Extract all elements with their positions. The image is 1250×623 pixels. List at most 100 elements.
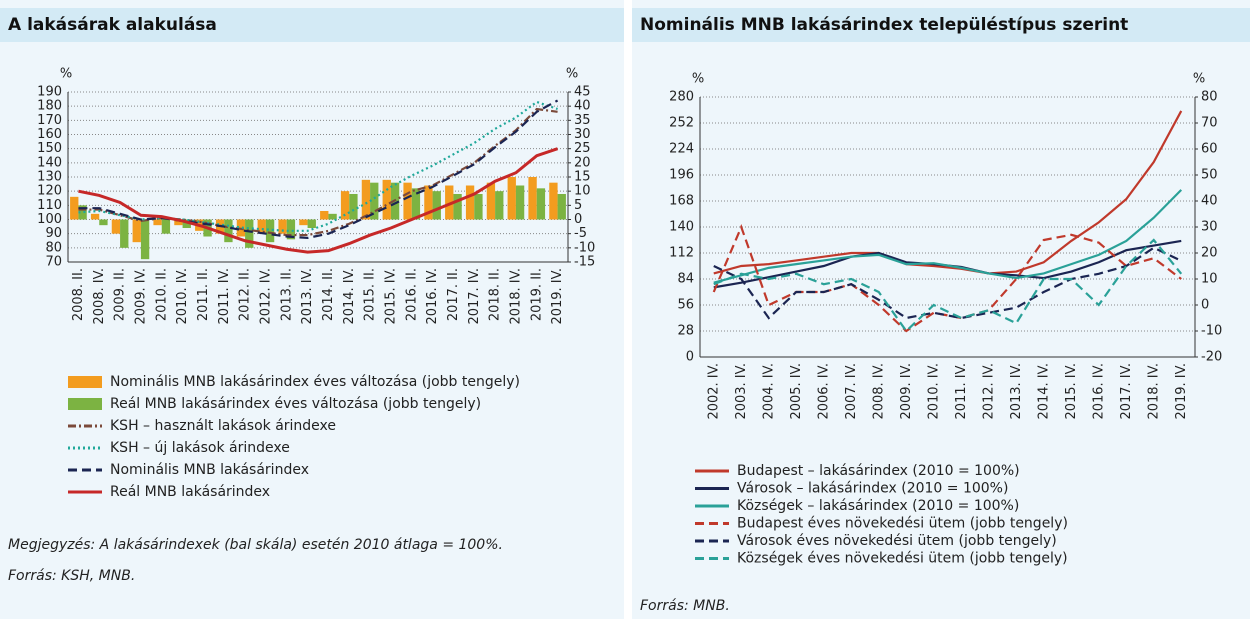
bar — [307, 219, 316, 228]
x-tick-label: 2012. IV. — [258, 268, 273, 325]
y2-tick-label: 40 — [574, 99, 591, 114]
left-title-bar — [0, 8, 624, 42]
x-tick-label: 2008. IV. — [92, 268, 107, 325]
note: Megjegyzés: A lakásárindexek (bal skála)… — [8, 537, 503, 553]
bar — [486, 182, 496, 220]
y-axis-unit: % — [692, 72, 704, 87]
bar — [278, 219, 287, 234]
x-tick-label: 2013. IV. — [1009, 363, 1024, 420]
bar — [557, 194, 566, 220]
source: Forrás: MNB. — [640, 598, 730, 614]
legend-label: KSH – használt lakások árindexe — [110, 418, 336, 434]
x-tick-label: 2002. IV. — [706, 363, 721, 420]
x-tick-label: 2010. IV. — [175, 268, 190, 325]
legend-label: Városok – lakásárindex (2010 = 100%) — [737, 481, 1008, 497]
legend-label: KSH – új lakások árindexe — [110, 440, 290, 456]
x-tick-label: 2019. IV. — [1174, 363, 1189, 420]
y-tick-label: 252 — [669, 116, 694, 131]
bar — [445, 185, 454, 220]
y-tick-label: 140 — [37, 155, 62, 170]
bar — [370, 182, 379, 220]
legend-swatch — [68, 376, 102, 388]
y2-tick-label: -5 — [574, 226, 587, 241]
y2-tick-label: 5 — [574, 198, 582, 213]
y2-axis-unit: % — [566, 67, 578, 82]
bar — [257, 219, 266, 234]
y2-tick-label: -20 — [1201, 350, 1222, 365]
y-tick-label: 0 — [686, 350, 694, 365]
x-tick-label: 2013. II. — [279, 268, 294, 321]
y-tick-label: 84 — [677, 272, 694, 287]
x-tick-label: 2016. II. — [404, 268, 419, 321]
x-tick-label: 2009. IV. — [133, 268, 148, 325]
legend-label: Reál MNB lakásárindex éves változása (jo… — [110, 396, 481, 412]
y2-tick-label: 10 — [1201, 272, 1218, 287]
legend-label: Nominális MNB lakásárindex éves változás… — [110, 374, 520, 390]
y-tick-label: 280 — [669, 90, 694, 105]
bar — [140, 219, 150, 260]
chart-title: A lakásárak alakulása — [8, 15, 217, 35]
bar — [515, 185, 525, 220]
x-tick-label: 2016. IV. — [425, 268, 440, 325]
bar — [411, 188, 421, 220]
bar — [90, 213, 100, 220]
y2-tick-label: 60 — [1201, 142, 1218, 157]
line-series — [78, 100, 558, 232]
line-series — [713, 110, 1183, 275]
x-tick-label: 2017. IV. — [1119, 363, 1134, 420]
bar — [328, 213, 337, 220]
x-tick-label: 2011. IV. — [954, 363, 969, 420]
bar — [182, 219, 191, 228]
y-tick-label: 56 — [677, 298, 694, 313]
bar — [224, 219, 233, 243]
line-series — [713, 238, 1183, 333]
x-tick-label: 2005. IV. — [789, 363, 804, 420]
bar — [153, 219, 162, 226]
bar — [78, 205, 87, 220]
y-tick-label: 196 — [669, 168, 694, 183]
line-series — [712, 223, 1182, 333]
x-tick-label: 2004. IV. — [761, 363, 776, 420]
y-tick-label: 110 — [37, 198, 62, 213]
bar — [432, 191, 441, 220]
y-tick-label: 120 — [37, 184, 62, 199]
y2-tick-label: 30 — [1201, 220, 1218, 235]
x-tick-label: 2015. II. — [363, 268, 378, 321]
y-tick-label: 170 — [37, 113, 62, 128]
bar — [70, 196, 79, 220]
y2-tick-label: 10 — [574, 184, 591, 199]
y2-tick-label: 35 — [574, 113, 591, 128]
x-tick-label: 2014. II. — [321, 268, 336, 321]
x-tick-label: 2011. II. — [196, 268, 211, 321]
y2-axis-unit: % — [1193, 72, 1205, 87]
y2-tick-label: 40 — [1201, 194, 1218, 209]
source: Forrás: KSH, MNB. — [8, 568, 135, 584]
bar — [424, 185, 433, 220]
y-tick-label: 180 — [37, 99, 62, 114]
line-series — [78, 99, 559, 240]
chart-title: Nominális MNB lakásárindex településtípu… — [640, 15, 1128, 35]
legend-label: Városok éves növekedési ütem (jobb tenge… — [737, 533, 1057, 549]
y2-tick-label: -10 — [574, 240, 595, 255]
legend-label: Reál MNB lakásárindex — [110, 484, 270, 500]
bar — [465, 185, 475, 220]
legend-label: Budapest éves növekedési ütem (jobb teng… — [737, 516, 1068, 532]
y-tick-label: 140 — [669, 220, 694, 235]
y2-tick-label: 50 — [1201, 168, 1218, 183]
x-tick-label: 2008. IV. — [871, 363, 886, 420]
legend-label: Községek – lakásárindex (2010 = 100%) — [737, 498, 1019, 514]
bar — [382, 179, 391, 220]
x-tick-label: 2018. II. — [488, 268, 503, 321]
y2-tick-label: 20 — [1201, 246, 1218, 261]
bar — [340, 191, 350, 220]
bar — [132, 219, 141, 243]
bar — [474, 194, 483, 220]
x-tick-label: 2009. IV. — [899, 363, 914, 420]
y2-tick-label: 45 — [574, 85, 591, 100]
y-tick-label: 70 — [45, 255, 62, 270]
bar — [286, 219, 296, 240]
x-tick-label: 2014. IV. — [342, 268, 357, 325]
x-tick-label: 2012. IV. — [981, 363, 996, 420]
bar — [361, 179, 371, 220]
